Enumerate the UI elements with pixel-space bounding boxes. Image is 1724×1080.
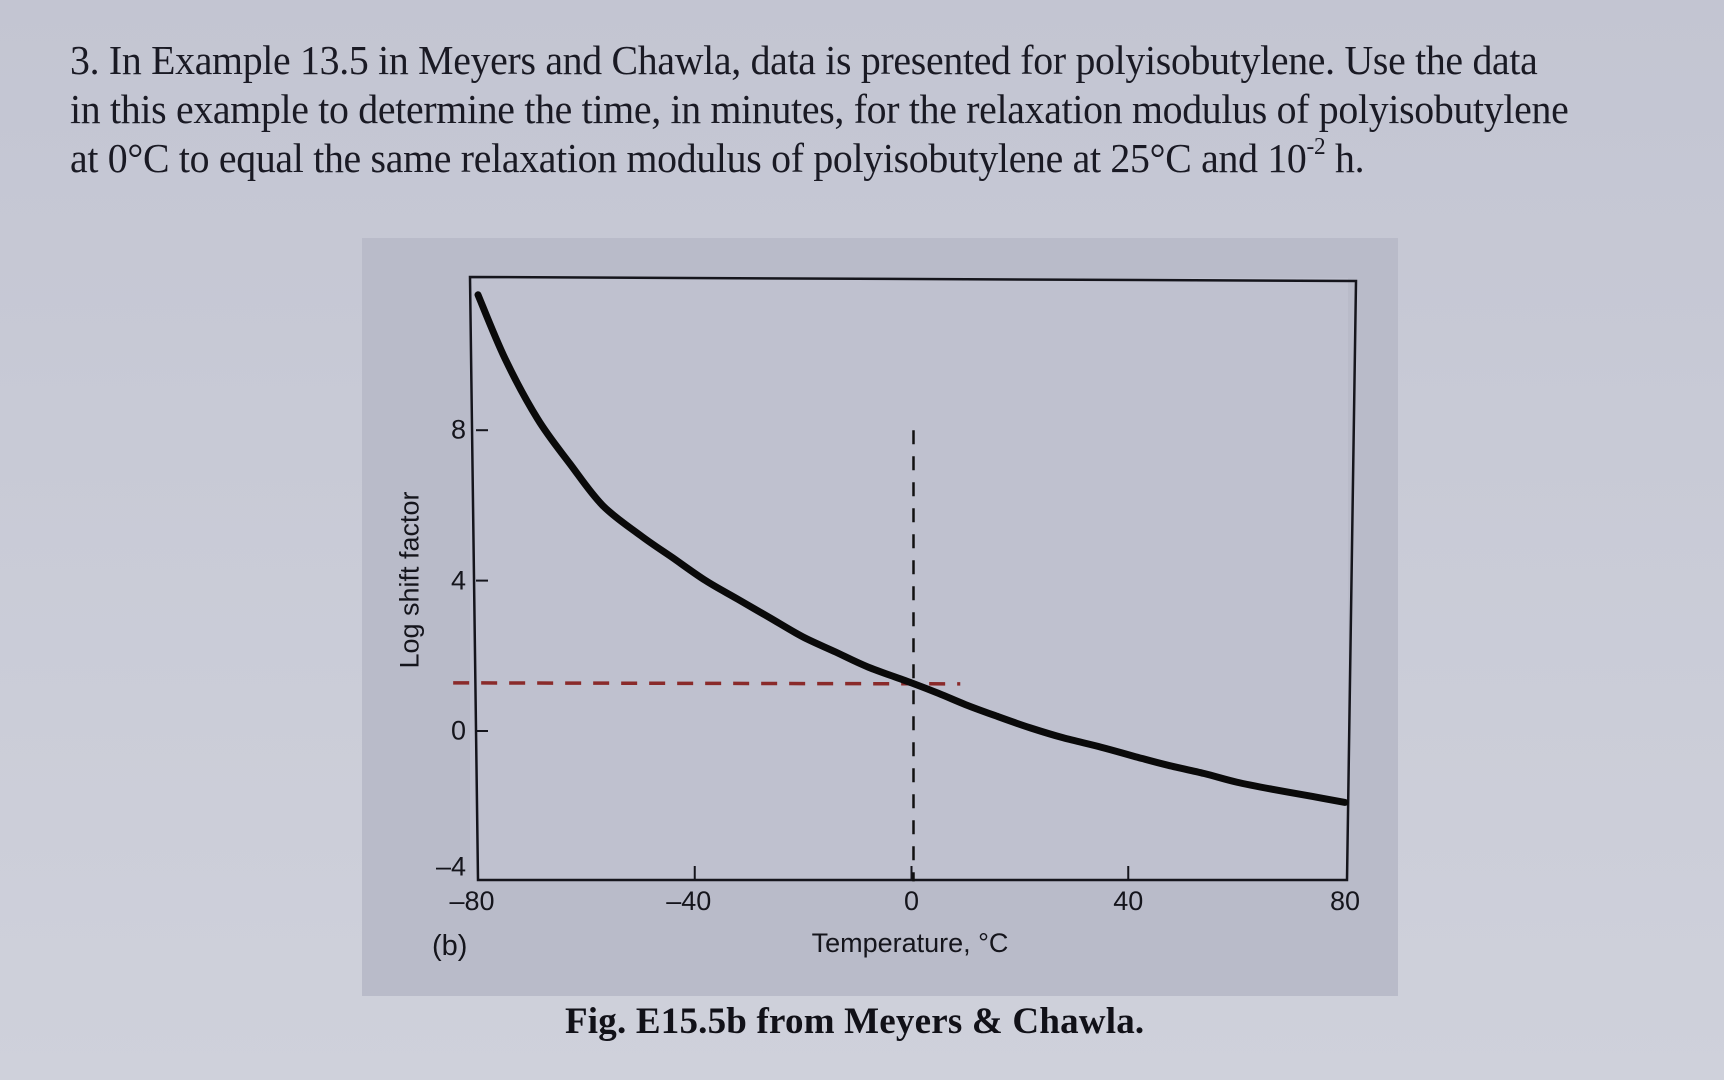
y-axis-title: Log shift factor xyxy=(394,491,425,669)
x-tick-label: –40 xyxy=(666,886,712,916)
x-tick-label: 80 xyxy=(1329,886,1361,916)
y-tick-label: –4 xyxy=(435,851,466,882)
y-tick-label: 8 xyxy=(450,414,466,445)
figure-caption: Fig. E15.5b from Meyers & Chawla. xyxy=(565,1001,1145,1042)
x-axis-title: Temperature, °C xyxy=(811,928,1009,958)
question-exponent: -2 xyxy=(1306,134,1326,160)
question-line-3: at 0°C to equal the same relaxation modu… xyxy=(70,134,1661,183)
x-tick-label: 0 xyxy=(903,886,920,916)
question-line-2: in this example to determine the time, i… xyxy=(70,86,1569,132)
panel-label: (b) xyxy=(432,930,468,962)
figure-panel xyxy=(362,238,1398,996)
x-tick-label: –80 xyxy=(449,886,495,916)
question-line-1: 3. In Example 13.5 in Meyers and Chawla,… xyxy=(70,37,1538,83)
y-tick-label: 4 xyxy=(450,565,466,596)
question-line-3-suffix: h. xyxy=(1325,135,1365,181)
x-tick-label: 40 xyxy=(1113,886,1144,916)
question-text: 3. In Example 13.5 in Meyers and Chawla,… xyxy=(70,36,1661,183)
y-tick-label: 0 xyxy=(450,715,466,746)
question-line-3-prefix: at 0°C to equal the same relaxation modu… xyxy=(70,135,1307,181)
